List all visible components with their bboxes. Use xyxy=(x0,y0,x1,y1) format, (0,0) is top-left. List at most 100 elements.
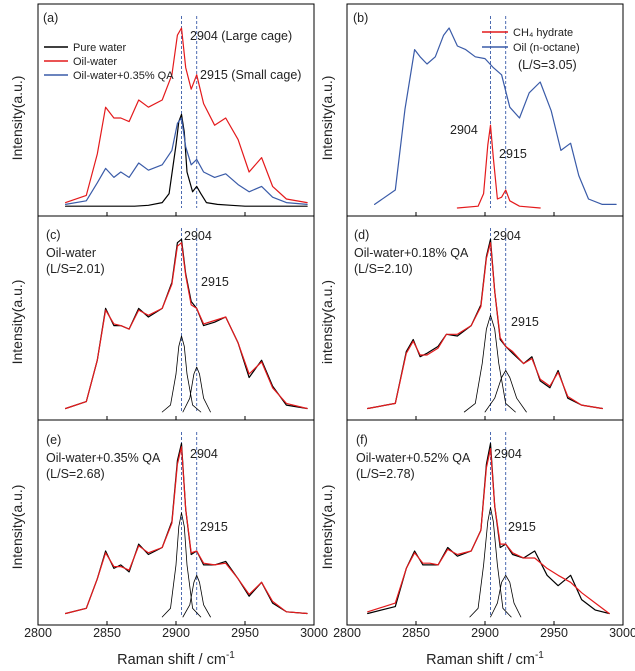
data-point xyxy=(490,616,491,617)
annotation-sample: Oil-water+0.35% QA xyxy=(46,451,161,465)
y-axis-label-b: Intensity(a.u.) xyxy=(319,76,335,161)
data-point xyxy=(258,206,259,207)
data-point xyxy=(175,373,176,374)
data-point xyxy=(307,202,308,203)
data-point xyxy=(185,275,186,276)
data-point xyxy=(484,411,485,412)
data-point xyxy=(238,342,239,343)
data-point xyxy=(558,585,559,586)
data-point xyxy=(494,291,495,292)
data-point xyxy=(513,603,514,604)
data-point xyxy=(105,552,106,553)
data-point xyxy=(214,320,215,321)
data-point xyxy=(286,611,287,612)
series-line-2904-component xyxy=(469,507,512,618)
data-point xyxy=(93,206,94,207)
data-point xyxy=(86,608,87,609)
panel-label-a: (a) xyxy=(43,11,58,25)
data-point xyxy=(238,578,239,579)
data-point xyxy=(148,205,149,206)
data-point xyxy=(192,608,193,609)
data-point xyxy=(519,206,520,207)
series-line-fit xyxy=(367,448,610,615)
data-point xyxy=(170,405,171,406)
data-point xyxy=(65,613,66,614)
data-point xyxy=(475,56,476,57)
data-point xyxy=(214,177,215,178)
data-point xyxy=(509,107,510,108)
data-point xyxy=(570,143,571,144)
data-point xyxy=(404,108,405,109)
data-point xyxy=(471,550,472,551)
data-point xyxy=(203,398,204,399)
data-point xyxy=(148,316,149,317)
data-point xyxy=(447,547,448,548)
data-point xyxy=(65,408,66,409)
data-point xyxy=(534,557,535,558)
data-point xyxy=(113,323,114,324)
data-point xyxy=(191,552,192,553)
data-point xyxy=(184,346,185,347)
data-point xyxy=(171,284,172,285)
data-point xyxy=(490,315,491,316)
data-point xyxy=(429,564,430,565)
legend-b: CH₄ hydrate Oil (n-octane) xyxy=(482,27,580,54)
data-point xyxy=(602,408,603,409)
data-point xyxy=(177,242,178,243)
data-point xyxy=(191,554,192,555)
data-point xyxy=(464,411,465,412)
data-point xyxy=(367,613,368,614)
annotation-2915: 2915 xyxy=(200,520,228,534)
data-point xyxy=(210,616,211,617)
data-point xyxy=(307,613,308,614)
data-point xyxy=(502,608,503,609)
data-point xyxy=(105,107,106,108)
data-point xyxy=(120,566,121,567)
data-point xyxy=(181,512,182,513)
annotation-2904: 2904 xyxy=(493,229,521,243)
data-point xyxy=(286,202,287,203)
data-point xyxy=(177,123,178,124)
data-point xyxy=(113,568,114,569)
data-point xyxy=(196,575,197,576)
data-point xyxy=(186,564,187,565)
data-point xyxy=(505,403,506,404)
data-point xyxy=(490,125,491,126)
series-line-oil-water xyxy=(64,27,308,204)
data-point xyxy=(429,563,430,564)
data-point xyxy=(449,27,450,28)
data-point xyxy=(203,171,204,172)
data-point xyxy=(422,563,423,564)
data-point xyxy=(512,353,513,354)
data-point xyxy=(225,316,226,317)
data-point xyxy=(249,373,250,374)
data-point xyxy=(181,242,182,243)
data-point xyxy=(113,117,114,118)
data-point xyxy=(512,552,513,553)
data-point xyxy=(272,206,273,207)
x-tick-label: 2900 xyxy=(162,626,190,640)
series-line-data xyxy=(64,238,308,410)
data-point xyxy=(406,353,407,354)
legend-a: Pure water Oil-water Oil-water+0.35% QA xyxy=(44,42,174,82)
data-point xyxy=(162,616,163,617)
annotation-ls-ratio: (L/S=2.01) xyxy=(46,262,105,276)
series-line-2915-component xyxy=(182,574,211,618)
data-point xyxy=(501,74,502,75)
data-point xyxy=(498,363,499,364)
data-point xyxy=(457,554,458,555)
data-point xyxy=(438,564,439,565)
annotation-2915: 2915 xyxy=(508,520,536,534)
data-point xyxy=(493,67,494,68)
data-point xyxy=(549,386,550,387)
data-point xyxy=(457,335,458,336)
data-point xyxy=(570,575,571,576)
data-point xyxy=(307,206,308,207)
data-point xyxy=(505,575,506,576)
data-point xyxy=(249,171,250,172)
data-point xyxy=(413,339,414,340)
data-point xyxy=(469,616,470,617)
data-point xyxy=(148,107,149,108)
data-point xyxy=(501,377,502,378)
series-line-fit xyxy=(64,242,308,410)
